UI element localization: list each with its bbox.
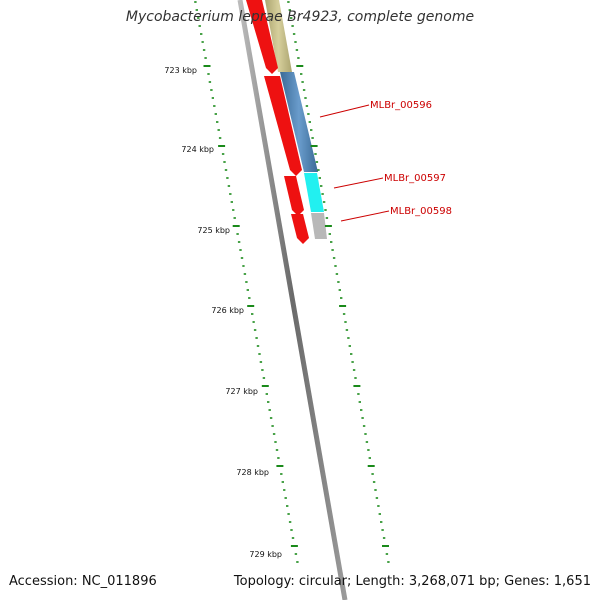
olive-feature [265, 0, 292, 72]
outer-feature-track [265, 0, 327, 239]
cds-track [246, 0, 309, 244]
scale-label: 725 kbp [197, 226, 230, 235]
leader-line [340, 210, 390, 222]
scale-label: 723 kbp [164, 66, 197, 75]
gene-labels: MLBr_00596 MLBr_00597 MLBr_00598 [370, 100, 452, 217]
gene-label-leaders [319, 104, 390, 222]
scale-label: 727 kbp [225, 387, 258, 396]
cds-arrow [284, 176, 304, 216]
scale-label: 728 kbp [236, 468, 269, 477]
inner-scale-ticks [194, 1, 299, 563]
outer-scale-ticks [287, 1, 390, 563]
cds-arrow [246, 0, 278, 74]
cds-arrow [264, 76, 302, 176]
scale-label: 726 kbp [211, 306, 244, 315]
leader-line [333, 177, 384, 189]
genome-title: Mycobacterium leprae Br4923, complete ge… [125, 9, 475, 25]
gene-block-mlbr-00597 [304, 173, 324, 212]
gene-label-mlbr-00596[interactable]: MLBr_00596 [370, 100, 432, 111]
gene-label-mlbr-00597[interactable]: MLBr_00597 [384, 173, 446, 184]
cds-arrow [291, 214, 309, 244]
scale-labels: 723 kbp 724 kbp 725 kbp 726 kbp 727 kbp … [164, 66, 282, 559]
accession-label: Accession: NC_011896 [9, 574, 157, 589]
gene-block-mlbr-00596 [280, 72, 318, 172]
scale-label: 729 kbp [249, 550, 282, 559]
gene-block-mlbr-00598 [311, 213, 327, 239]
leader-line [319, 104, 370, 118]
scale-label: 724 kbp [181, 145, 214, 154]
genome-summary: Topology: circular; Length: 3,268,071 bp… [233, 574, 591, 589]
gene-label-mlbr-00598[interactable]: MLBr_00598 [390, 206, 452, 217]
genome-backbone [237, 0, 348, 600]
